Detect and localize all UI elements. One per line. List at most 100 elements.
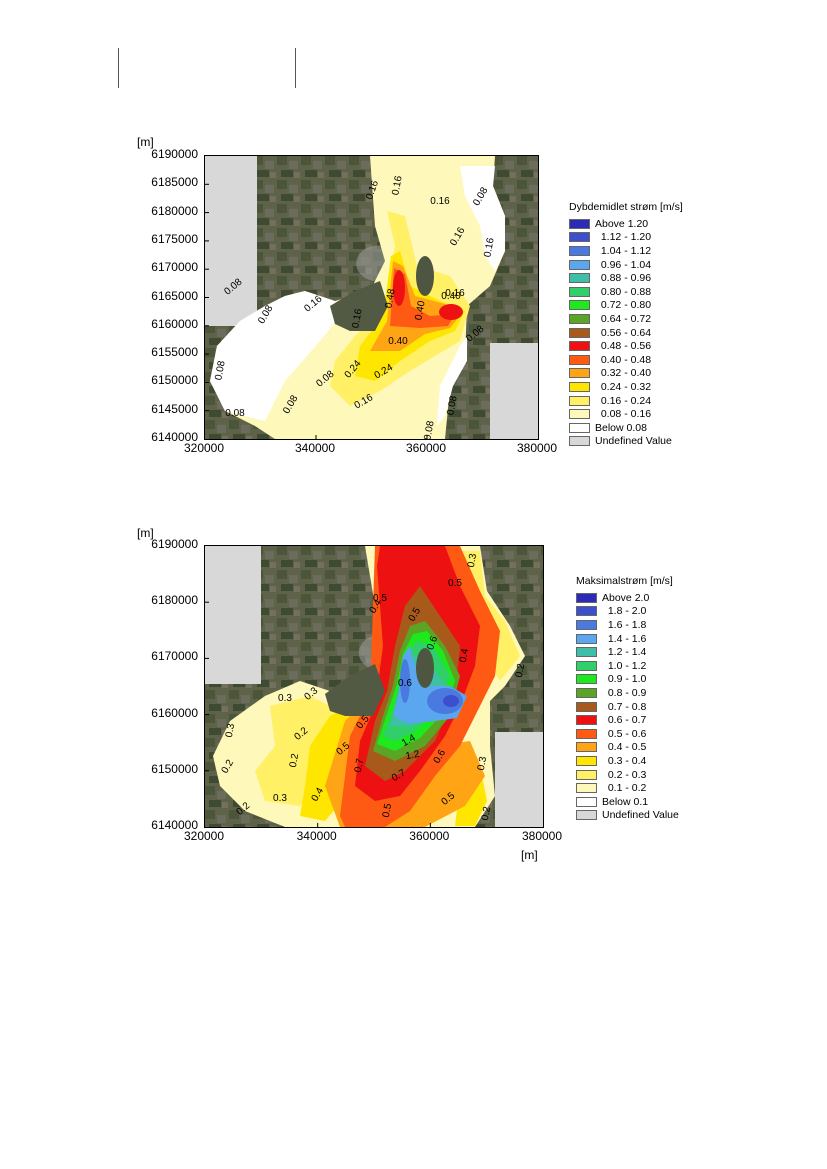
legend-item: 1.4 - 1.6: [576, 632, 679, 646]
legend-label: Above 1.20: [595, 217, 649, 230]
contour-label: 0.2: [480, 805, 493, 821]
legend-swatch: [576, 701, 597, 712]
legend-swatch: [569, 245, 590, 256]
y-tick-label: 6180000: [151, 203, 198, 218]
legend-title: Dybdemidlet strøm [m/s]: [569, 201, 683, 213]
contour-label: 0.40: [413, 300, 427, 322]
legend-item: Undefined Value: [569, 435, 683, 449]
legend-label: 1.0 - 1.2: [602, 659, 647, 672]
legend-item: 0.80 - 0.88: [569, 285, 683, 299]
contour-label: 0.5: [381, 802, 394, 818]
legend-item: 0.08 - 0.16: [569, 407, 683, 421]
legend-swatch: [576, 633, 597, 644]
contour-label: 0.3: [273, 793, 287, 804]
legend-swatch: [569, 409, 590, 420]
x-axis-unit: [m]: [521, 848, 538, 862]
contour-label: 0.16: [445, 288, 465, 299]
legend-swatch: [576, 783, 597, 794]
contour-label: 0.48: [383, 288, 397, 310]
legend-label: 0.8 - 0.9: [602, 686, 647, 699]
legend-label: 0.6 - 0.7: [602, 714, 647, 727]
legend-item: 1.0 - 1.2: [576, 659, 679, 673]
legend-label: Undefined Value: [595, 435, 672, 448]
y-tick-label: 6175000: [151, 231, 198, 246]
legend-item: 0.32 - 0.40: [569, 367, 683, 381]
island: [416, 256, 434, 296]
legend-item: 0.4 - 0.5: [576, 741, 679, 755]
y-tick-label: 6160000: [151, 316, 198, 331]
legend-label: 0.48 - 0.56: [595, 340, 652, 353]
contour-label: 0.5: [448, 578, 462, 589]
y-tick-label: 6190000: [151, 537, 198, 551]
y-axis-unit: [m]: [137, 135, 154, 149]
header-divider-left: [118, 48, 119, 88]
legend-label: 1.2 - 1.4: [602, 646, 647, 659]
band-below-0.08-north: [460, 166, 505, 271]
band-below-0.08-west: [210, 291, 340, 421]
legend-swatch: [576, 715, 597, 726]
contour-label: 0.08: [422, 420, 436, 439]
legend-item: Undefined Value: [576, 809, 679, 823]
contour-label: 0.08: [225, 408, 245, 419]
legend-label: 0.2 - 0.3: [602, 768, 647, 781]
legend-label: 0.3 - 0.4: [602, 754, 647, 767]
y-tick-label: 6140000: [151, 430, 198, 444]
x-tick-label: 380000: [521, 829, 563, 843]
legend-item: 0.6 - 0.7: [576, 713, 679, 727]
contour-label: 0.6: [425, 634, 440, 651]
legend-item: 0.40 - 0.48: [569, 353, 683, 367]
contour-label: 1.2: [405, 749, 421, 762]
legend-item: Above 2.0: [576, 591, 679, 605]
band-0.32-0.40: [370, 261, 460, 351]
x-tick-label: 380000: [516, 441, 558, 455]
legend-label: 0.1 - 0.2: [602, 782, 647, 795]
legend-item: 0.72 - 0.80: [569, 299, 683, 313]
legend-item: 0.5 - 0.6: [576, 727, 679, 741]
legend-swatch: [576, 660, 597, 671]
legend-label: 0.08 - 0.16: [595, 408, 652, 421]
legend-label: 0.80 - 0.88: [595, 285, 652, 298]
legend-label: 1.04 - 1.12: [595, 244, 652, 257]
legend-swatch: [576, 647, 597, 658]
y-tick-label: 6170000: [151, 260, 198, 275]
legend-item: 0.7 - 0.8: [576, 700, 679, 714]
y-tick-label: 6180000: [151, 593, 198, 608]
undefined-zone-west: [205, 156, 257, 326]
legend-item: 0.1 - 0.2: [576, 781, 679, 795]
y-tick-label: 6190000: [151, 147, 198, 161]
legend-label: 0.88 - 0.96: [595, 272, 652, 285]
legend: Maksimalstrøm [m/s] Above 2.0 1.8 - 2.0 …: [576, 575, 679, 822]
legend-swatch: [569, 395, 590, 406]
legend-label: 1.4 - 1.6: [602, 632, 647, 645]
legend-label: 0.64 - 0.72: [595, 312, 652, 325]
contour-label: 0.08: [213, 360, 227, 382]
legend-swatch: [569, 354, 590, 365]
x-tick-label: 340000: [296, 829, 337, 843]
band-0.48-0.56: [393, 270, 405, 306]
contour-label: 0.3: [476, 755, 489, 771]
legend-swatch: [569, 286, 590, 297]
legend-label: 0.9 - 1.0: [602, 673, 647, 686]
legend-title: Maksimalstrøm [m/s]: [576, 575, 673, 587]
band-0.40-0.48: [390, 268, 455, 328]
peninsula: [330, 281, 388, 331]
band-1.6-1.8: [400, 659, 410, 703]
band-0.48-0.56: [439, 304, 463, 320]
legend-swatch: [576, 606, 597, 617]
y-axis-unit: [m]: [137, 526, 154, 540]
legend-swatch: [569, 273, 590, 284]
y-tick-label: 6145000: [151, 401, 198, 416]
peninsula: [325, 664, 385, 716]
plot-area: 0.3 0.3 0.3 0.2 0.2 0.2 0.2 0.3 0.4 0.5 0.5 0.5 0.5 0…: [204, 545, 544, 828]
legend-item: Below 0.08: [569, 421, 683, 435]
legend-swatch: [576, 728, 597, 739]
legend-label: 0.32 - 0.40: [595, 367, 652, 380]
legend-swatch: [576, 742, 597, 753]
legend-swatch: [569, 218, 590, 229]
legend-label: 0.96 - 1.04: [595, 258, 652, 271]
legend-item: 1.04 - 1.12: [569, 244, 683, 258]
legend-swatch: [576, 592, 597, 603]
contour-label: 0.16: [350, 308, 364, 330]
contour-label: 0.16: [482, 237, 496, 259]
legend-label: 0.56 - 0.64: [595, 326, 652, 339]
